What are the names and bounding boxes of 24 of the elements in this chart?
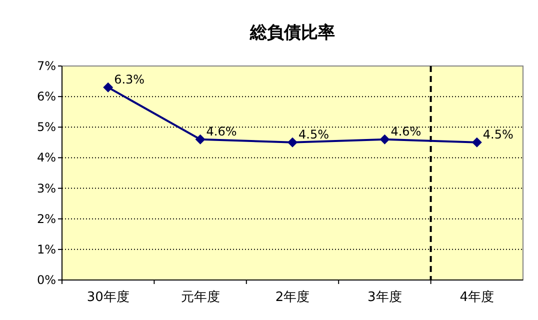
y-tick-label: 3% bbox=[36, 181, 56, 196]
point bbox=[472, 137, 482, 148]
y-tick-label: 2% bbox=[36, 212, 56, 226]
x-tick-label: 2年度 bbox=[275, 289, 310, 305]
x-tick-label: 元年度 bbox=[180, 289, 220, 305]
y-tick-label: 7% bbox=[36, 59, 56, 73]
point bbox=[380, 134, 390, 144]
data-label: 6.3% bbox=[114, 72, 145, 86]
data-label: 4.6% bbox=[390, 124, 422, 138]
y-tick-label: 0% bbox=[36, 273, 56, 287]
y-tick-label: 1% bbox=[36, 242, 56, 256]
point bbox=[288, 137, 298, 148]
x-tick-label: 3年度 bbox=[368, 289, 402, 305]
x-tick-label: 30年度 bbox=[86, 289, 130, 305]
point bbox=[195, 134, 206, 144]
y-tick-label: 6% bbox=[36, 90, 56, 104]
data-label: 4.6% bbox=[206, 124, 237, 138]
x-tick-label: 4年度 bbox=[460, 289, 494, 305]
data-label: 4.5% bbox=[298, 127, 329, 142]
y-tick-label: 4% bbox=[36, 150, 56, 165]
data-label: 4.5% bbox=[482, 127, 514, 142]
point bbox=[103, 82, 114, 92]
chart-title: 総負債比率 bbox=[249, 23, 335, 43]
y-tick-label: 5% bbox=[36, 120, 56, 134]
